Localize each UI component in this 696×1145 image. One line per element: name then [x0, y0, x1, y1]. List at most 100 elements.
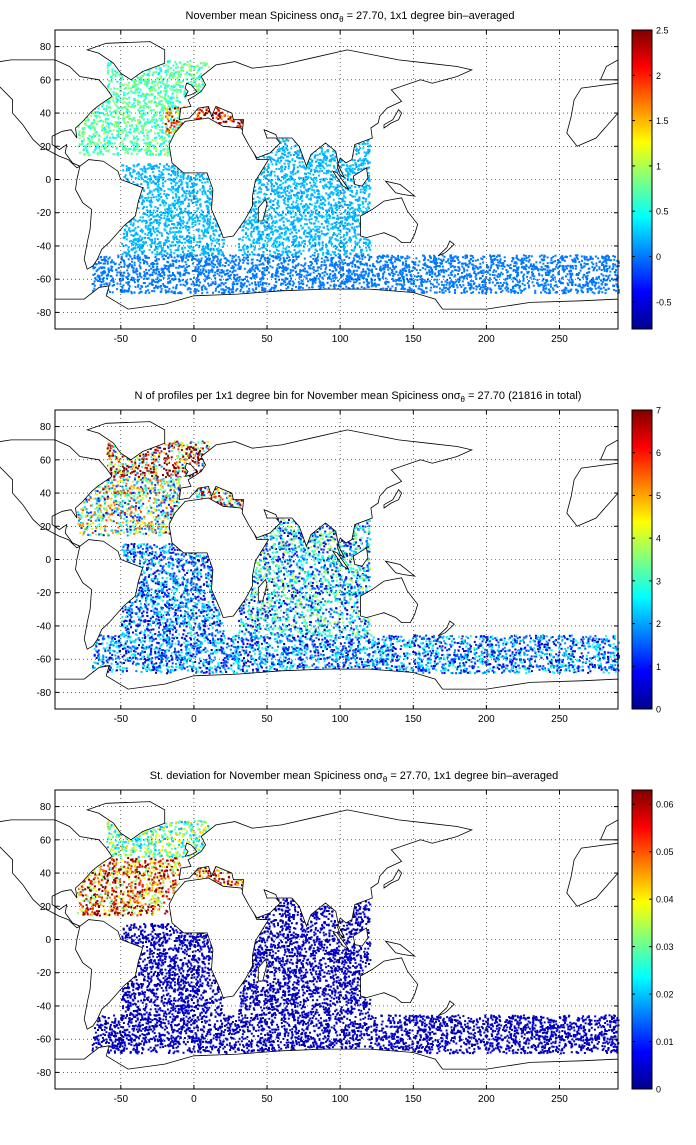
data-bin-south-atlantic	[187, 175, 189, 177]
data-bin-indian-ocean	[304, 181, 306, 183]
data-bin-indian-ocean	[270, 161, 272, 163]
data-bin-indian-ocean	[356, 244, 358, 246]
data-bin-north-atlantic-subtropical	[112, 99, 114, 101]
data-bin-indian-ocean	[311, 165, 313, 167]
data-bin-north-atlantic-subpolar	[152, 74, 154, 76]
data-bin-indian-ocean	[325, 233, 327, 235]
data-bin-north-atlantic-subtropical	[155, 154, 157, 156]
data-bin-south-atlantic	[184, 210, 186, 212]
data-bin-indian-ocean	[271, 222, 273, 224]
data-bin-indian-ocean	[251, 219, 253, 221]
data-bin-indian-ocean	[352, 223, 354, 225]
data-bin-south-atlantic	[146, 206, 148, 208]
data-bin-south-atlantic	[190, 186, 192, 188]
data-bin-south-atlantic	[186, 190, 188, 192]
data-bin-south-atlantic	[139, 247, 141, 249]
data-bin-indian-ocean	[282, 252, 284, 254]
data-bin-south-atlantic	[216, 242, 218, 244]
data-bin-indian-ocean	[314, 216, 316, 218]
data-bin-south-atlantic	[137, 207, 139, 209]
data-bin-north-atlantic-subtropical	[98, 107, 100, 109]
data-bin-indian-ocean	[357, 234, 359, 236]
data-bin-south-atlantic	[184, 238, 186, 240]
data-bin-indian-ocean	[325, 192, 327, 194]
data-bin-indian-ocean	[286, 175, 288, 177]
data-bin-north-atlantic-subpolar	[113, 87, 115, 89]
data-bin-north-atlantic-subpolar	[170, 67, 172, 69]
data-bin-south-atlantic	[139, 249, 141, 251]
data-bin-indian-ocean	[276, 242, 278, 244]
data-bin-indian-ocean	[354, 227, 356, 229]
data-bin-indian-ocean	[354, 196, 356, 198]
data-bin-north-atlantic-subtropical	[162, 122, 164, 124]
data-bin-indian-ocean	[305, 168, 307, 170]
data-bin-north-atlantic-subpolar	[166, 88, 168, 90]
data-bin-north-atlantic-subpolar	[138, 91, 140, 93]
data-bin-south-atlantic	[163, 244, 165, 246]
data-bin-indian-ocean	[274, 215, 276, 217]
data-bin-north-atlantic-subtropical	[144, 123, 146, 125]
data-bin-indian-ocean	[285, 181, 287, 183]
data-bin-south-atlantic	[166, 193, 168, 195]
data-bin-north-atlantic-subtropical	[98, 135, 100, 137]
data-bin-south-atlantic	[141, 203, 143, 205]
data-bin-north-atlantic-subpolar	[173, 84, 175, 86]
data-bin-indian-ocean	[287, 250, 289, 252]
data-bin-south-atlantic	[199, 220, 201, 222]
data-bin-north-atlantic-subpolar	[163, 84, 165, 86]
data-bin-indian-ocean	[288, 192, 290, 194]
data-bin-indian-ocean	[319, 206, 321, 208]
data-bin-south-atlantic	[158, 198, 160, 200]
data-bin-indian-ocean	[266, 228, 268, 230]
data-bin-north-atlantic-subpolar	[117, 88, 119, 90]
data-bin-indian-ocean	[320, 179, 322, 181]
data-bin-north-atlantic-subtropical	[133, 135, 135, 137]
data-bin-south-atlantic	[160, 175, 162, 177]
data-bin-south-atlantic	[123, 233, 125, 235]
data-bin-north-atlantic-subpolar	[157, 83, 159, 85]
data-bin-indian-ocean	[294, 160, 296, 162]
data-bin-north-atlantic-subpolar	[177, 71, 179, 73]
data-bin-indian-ocean	[296, 232, 298, 234]
data-bin-north-atlantic-subpolar	[196, 65, 198, 67]
data-bin-indian-ocean	[290, 207, 292, 209]
data-bin-south-atlantic	[133, 230, 135, 232]
data-bin-north-atlantic-subtropical	[127, 135, 129, 137]
data-bin-south-atlantic	[164, 190, 166, 192]
data-bin-north-atlantic-subtropical	[116, 105, 118, 107]
data-bin-north-atlantic-subtropical	[134, 142, 136, 144]
data-bin-south-atlantic	[142, 252, 144, 254]
data-bin-indian-ocean	[295, 235, 297, 237]
data-bin-indian-ocean	[326, 225, 328, 227]
data-bin-north-atlantic-subpolar	[182, 86, 184, 88]
data-bin-south-atlantic	[188, 199, 190, 201]
data-bin-south-atlantic	[162, 169, 164, 171]
data-bin-indian-ocean	[294, 187, 296, 189]
data-bin-south-atlantic	[146, 199, 148, 201]
data-bin-indian-ocean	[281, 214, 283, 216]
data-bin-south-atlantic	[191, 237, 193, 239]
data-bin-indian-ocean	[314, 252, 316, 254]
data-bin-indian-ocean	[319, 249, 321, 251]
data-bin-north-atlantic-subtropical	[93, 136, 95, 138]
data-bin-north-atlantic-subpolar	[172, 93, 174, 95]
data-bin-indian-ocean	[274, 175, 276, 177]
data-bin-south-atlantic	[212, 222, 214, 224]
data-bin-mediterranean	[237, 122, 239, 124]
data-bin-indian-ocean	[368, 149, 370, 151]
data-bin-north-atlantic-subtropical	[158, 153, 160, 155]
data-bin-north-atlantic-subtropical	[127, 148, 129, 150]
data-bin-north-atlantic-subtropical	[136, 140, 138, 142]
data-bin-south-atlantic	[209, 203, 211, 205]
data-bin-north-atlantic-subtropical	[164, 153, 166, 155]
data-bin-south-atlantic	[121, 164, 123, 166]
data-bin-indian-ocean	[358, 207, 360, 209]
data-bin-north-atlantic-subpolar	[157, 73, 159, 75]
data-bin-north-atlantic-subtropical	[128, 102, 130, 104]
data-bin-north-atlantic-subtropical	[117, 122, 119, 124]
data-bin-indian-ocean	[297, 150, 299, 152]
data-bin-north-atlantic-subtropical	[85, 147, 87, 149]
data-bin-north-atlantic-subtropical	[139, 116, 141, 118]
data-bin-indian-ocean	[248, 219, 250, 221]
data-bin-south-atlantic	[135, 177, 137, 179]
